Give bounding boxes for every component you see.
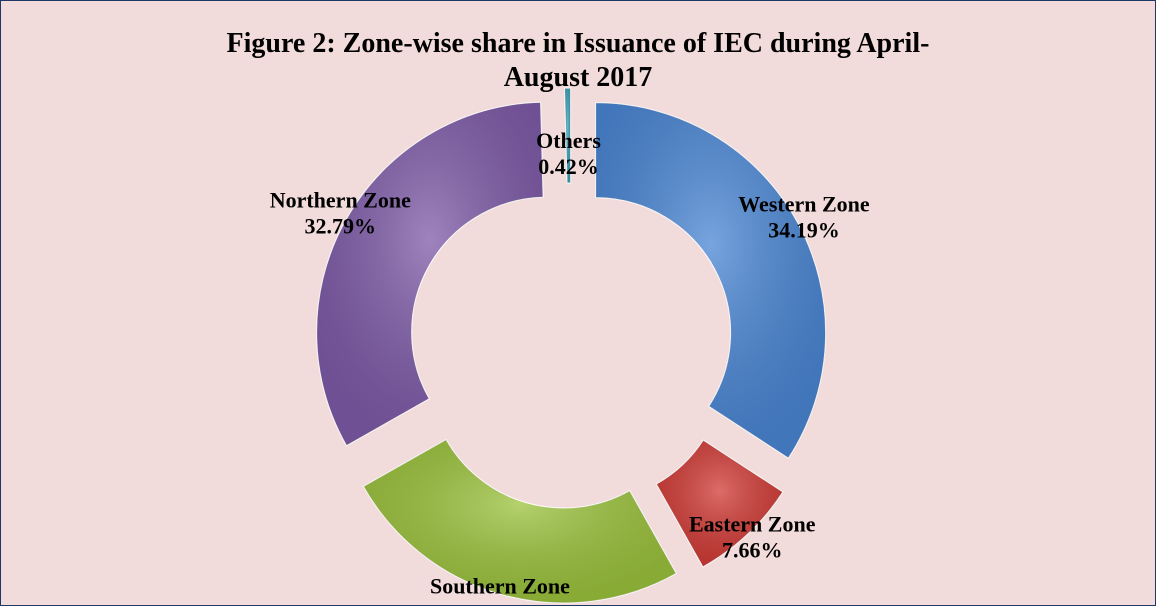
slice-value-label: 24.95% [464,599,536,605]
slice-label: Northern Zone [270,188,411,213]
slice-value-label: 32.79% [305,214,377,239]
slice-shade [316,102,544,446]
slice-value-label: 0.42% [538,154,599,179]
slice-shade [363,439,677,603]
slice-label: Western Zone [738,192,870,217]
slice-shade [595,102,826,459]
slice-label: Eastern Zone [689,511,816,536]
slice-shade [564,88,571,184]
slice-label: Others [536,128,601,153]
slice-shade [656,440,783,567]
slice-label: Southern Zone [430,573,570,598]
chart-title-box: Figure 2: Zone-wise share in Issuance of… [101,27,1055,95]
chart-title: Figure 2: Zone-wise share in Issuance of… [226,28,930,93]
slice-value-label: 7.66% [722,537,783,562]
slice-value-label: 34.19% [768,218,840,243]
